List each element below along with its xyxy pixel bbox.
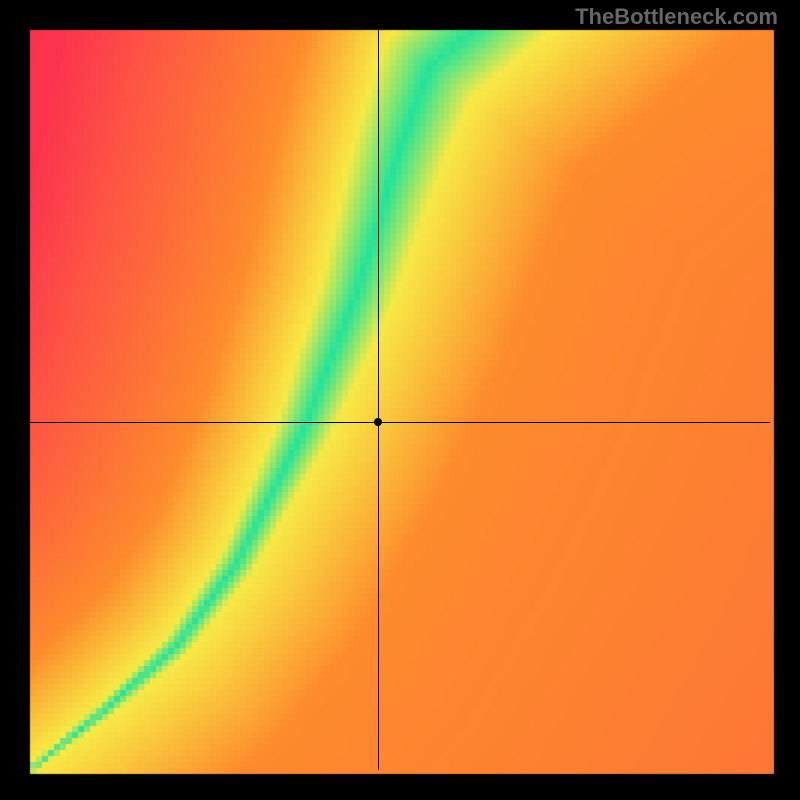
crosshair-marker-dot bbox=[374, 418, 382, 426]
watermark-text: TheBottleneck.com bbox=[575, 4, 778, 30]
heatmap-canvas bbox=[0, 0, 800, 800]
chart-container: TheBottleneck.com bbox=[0, 0, 800, 800]
crosshair-vertical bbox=[378, 30, 379, 770]
crosshair-horizontal bbox=[30, 422, 770, 423]
